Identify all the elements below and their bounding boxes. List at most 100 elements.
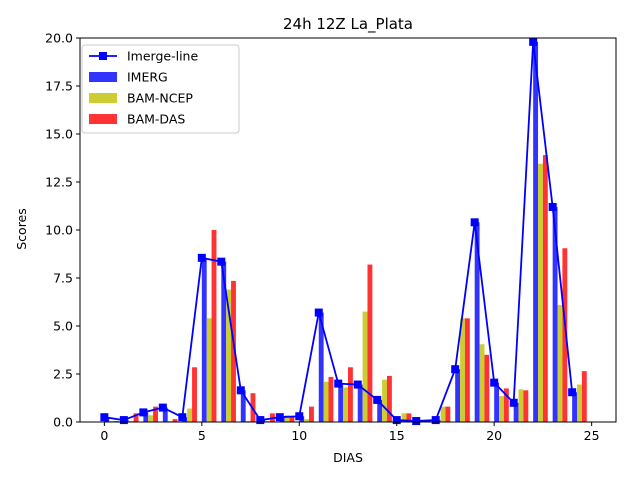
line-marker-3 xyxy=(158,403,167,412)
bar-bam-das-13 xyxy=(367,264,373,422)
line-marker-15 xyxy=(392,416,401,425)
y-tick-label: 20.0 xyxy=(45,31,73,46)
bar-bam-ncep-9 xyxy=(284,415,290,422)
bar-imerg-14 xyxy=(377,399,383,422)
bar-bam-ncep-11 xyxy=(323,381,329,422)
line-marker-0 xyxy=(100,413,109,422)
bar-bam-das-12 xyxy=(348,367,353,422)
bar-bam-das-19 xyxy=(484,354,490,422)
bar-imerg-19 xyxy=(474,222,480,422)
bar-bam-ncep-10 xyxy=(304,419,310,422)
y-tick-label: 7.5 xyxy=(53,271,73,286)
bar-bam-das-14 xyxy=(386,375,392,422)
bar-imerg-22 xyxy=(533,41,539,423)
bar-imerg-23 xyxy=(552,206,558,422)
bar-bam-ncep-22 xyxy=(538,163,543,422)
line-marker-8 xyxy=(256,416,265,425)
bar-imerg-3 xyxy=(162,407,168,422)
line-marker-22 xyxy=(529,37,538,46)
line-marker-21 xyxy=(509,398,518,407)
legend-swatch-bam-ncep xyxy=(89,93,117,103)
bar-bam-ncep-5 xyxy=(206,318,212,422)
line-marker-2 xyxy=(139,408,148,417)
bar-bam-ncep-21 xyxy=(518,389,524,422)
bar-bam-das-2 xyxy=(153,406,158,422)
x-tick-label: 15 xyxy=(389,428,405,443)
x-tick-label: 20 xyxy=(486,428,502,443)
bar-bam-das-22 xyxy=(542,155,548,422)
line-marker-11 xyxy=(314,308,323,317)
bar-bam-das-11 xyxy=(328,376,334,422)
bar-bam-ncep-17 xyxy=(440,406,446,422)
y-tick-label: 15.0 xyxy=(45,127,73,142)
y-tick-label: 17.5 xyxy=(45,79,73,94)
legend-label: IMERG xyxy=(127,70,168,85)
bar-bam-das-5 xyxy=(211,230,217,422)
bar-imerg-18 xyxy=(455,369,461,422)
line-marker-5 xyxy=(197,253,206,262)
bar-imerg-24 xyxy=(572,392,578,422)
bar-bam-das-1 xyxy=(133,413,139,422)
bar-bam-ncep-4 xyxy=(187,408,193,422)
line-marker-6 xyxy=(217,257,226,266)
line-marker-4 xyxy=(178,413,187,422)
line-marker-10 xyxy=(295,412,304,421)
bar-bam-ncep-14 xyxy=(382,379,387,422)
legend: Imerge-line IMERG BAM-NCEP BAM-DAS xyxy=(81,44,240,134)
line-marker-18 xyxy=(451,365,460,374)
bar-bam-ncep-12 xyxy=(343,387,348,422)
line-marker-1 xyxy=(119,416,128,425)
line-marker-17 xyxy=(431,416,440,425)
bar-bam-ncep-23 xyxy=(557,304,563,422)
line-marker-16 xyxy=(412,417,421,426)
y-tick-label: 5.0 xyxy=(53,319,73,334)
bar-imerg-6 xyxy=(221,261,227,422)
y-tick-label: 2.5 xyxy=(53,367,73,382)
legend-label: BAM-DAS xyxy=(127,112,185,127)
x-tick-label: 5 xyxy=(198,428,206,443)
line-marker-7 xyxy=(236,386,245,395)
x-tick-label: 10 xyxy=(291,428,307,443)
line-marker-20 xyxy=(490,378,499,387)
legend-label: BAM-NCEP xyxy=(127,91,193,106)
legend-marker-swatch xyxy=(99,52,107,60)
x-tick-label: 25 xyxy=(584,428,600,443)
bar-bam-das-15 xyxy=(406,413,412,422)
bar-bam-ncep-13 xyxy=(362,311,368,422)
bar-bam-das-24 xyxy=(581,371,587,422)
bar-bam-das-21 xyxy=(523,390,529,422)
line-marker-9 xyxy=(275,413,284,422)
line-marker-23 xyxy=(548,202,557,211)
y-tick-label: 12.5 xyxy=(45,175,73,190)
bar-imerg-12 xyxy=(338,383,344,422)
bar-bam-das-18 xyxy=(464,318,470,422)
chart-title: 24h 12Z La_Plata xyxy=(283,15,413,34)
y-axis-label: Scores xyxy=(14,208,29,250)
bar-bam-ncep-2 xyxy=(148,415,154,422)
bar-imerg-13 xyxy=(357,384,363,422)
legend-swatch-bam-das xyxy=(89,114,117,124)
bar-bam-das-17 xyxy=(445,406,451,422)
line-marker-13 xyxy=(353,380,362,389)
line-marker-14 xyxy=(373,395,382,404)
bar-imerg-20 xyxy=(494,382,500,422)
line-marker-24 xyxy=(568,388,577,397)
line-marker-19 xyxy=(470,218,479,227)
bar-imerg-5 xyxy=(201,257,207,422)
bar-bam-das-23 xyxy=(562,248,568,422)
bar-imerg-11 xyxy=(318,312,324,422)
x-tick-label: 0 xyxy=(100,428,108,443)
bar-bam-ncep-15 xyxy=(401,413,407,422)
bar-imerg-7 xyxy=(240,390,246,422)
bar-bam-das-4 xyxy=(192,367,197,422)
line-marker-12 xyxy=(334,379,343,388)
y-tick-label: 10.0 xyxy=(45,223,73,238)
bar-bam-das-3 xyxy=(172,419,178,422)
bar-bam-ncep-6 xyxy=(226,289,232,422)
bar-bam-das-6 xyxy=(231,280,236,422)
legend-box xyxy=(81,44,240,134)
bar-bam-ncep-24 xyxy=(577,384,582,422)
axes-layer: 0 5 10 15 20 25 0.0 2.5 5.0 7.5 10.0 12.5 15.0 17.5 20… xyxy=(45,31,617,443)
bar-bam-das-9 xyxy=(289,416,295,422)
